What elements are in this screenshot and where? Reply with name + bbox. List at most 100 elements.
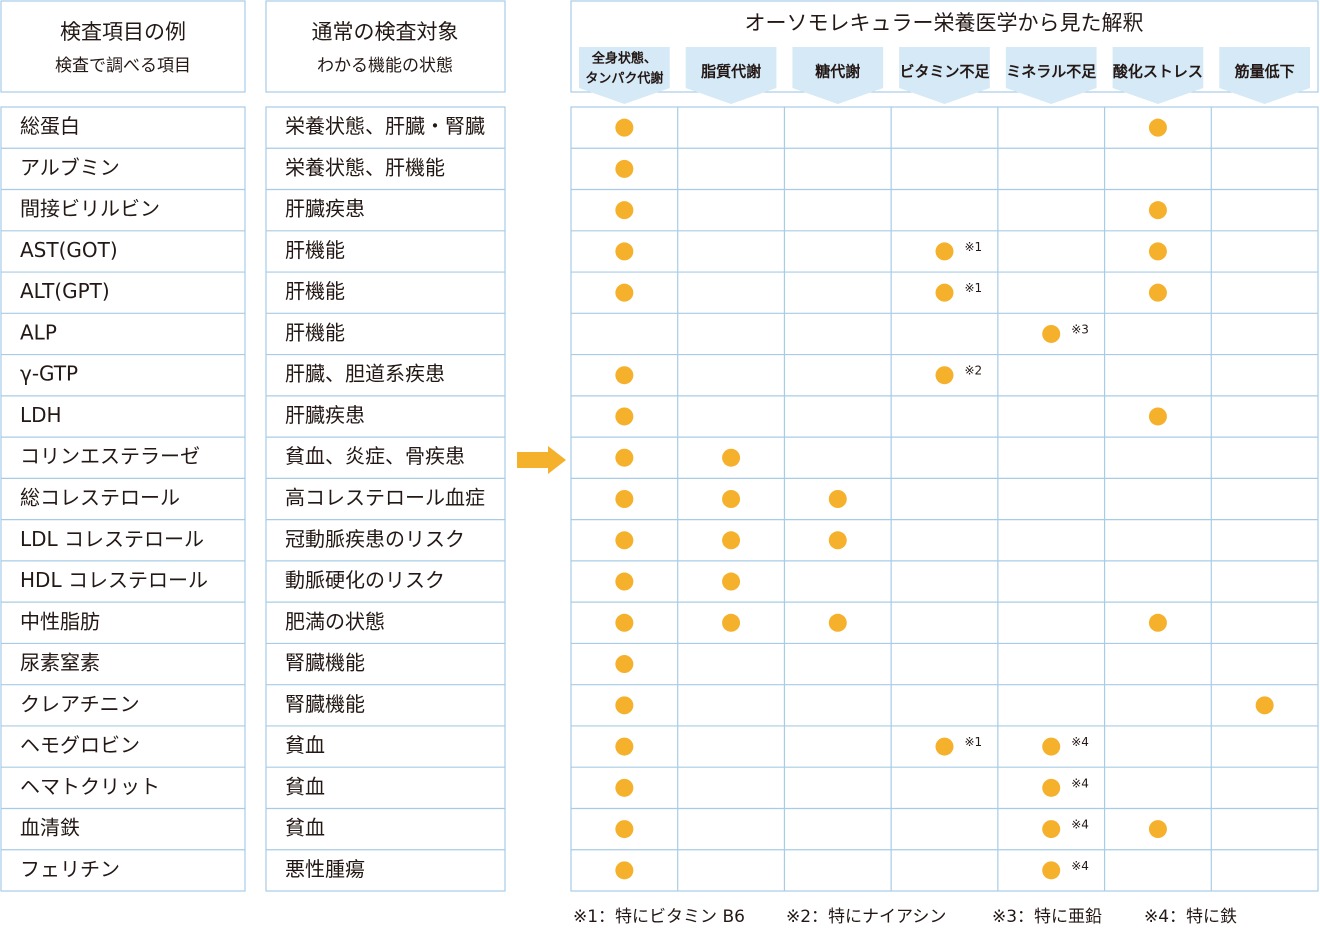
dot: [615, 366, 634, 385]
dot: [615, 778, 634, 797]
header-title: 通常の検査対象: [312, 20, 459, 44]
column-arrow: [899, 47, 990, 104]
item-name: AST(GOT): [20, 238, 118, 262]
item-name: 総コレステロール: [20, 486, 180, 510]
item-name: ALP: [20, 320, 57, 344]
footnote: ※4：特に鉄: [1144, 907, 1237, 927]
item-target: 動脈硬化のリスク: [285, 568, 445, 592]
item-target: 腎臓機能: [285, 651, 365, 675]
dot: [722, 613, 741, 632]
dot: [722, 448, 741, 467]
item-target: 悪性腫瘍: [285, 857, 365, 881]
dot: [615, 531, 634, 550]
dot: [1148, 118, 1167, 137]
header-title: オーソモレキュラー栄養医学から見た解釈: [745, 11, 1144, 35]
column-label: 糖代謝: [815, 63, 860, 81]
dot-note: ※4: [1071, 859, 1089, 873]
dot: [1148, 201, 1167, 220]
column-arrow: [792, 47, 884, 104]
column-label: 筋量低下: [1234, 63, 1295, 81]
footnote: ※2：特にナイアシン: [786, 907, 946, 927]
item-target: 肝臓、胆道系疾患: [285, 362, 445, 386]
item-name: LDH: [20, 403, 62, 427]
item-target: 貧血: [285, 774, 325, 798]
dot: [615, 861, 634, 880]
column-label: ビタミン不足: [899, 63, 990, 81]
dot: [1148, 613, 1167, 632]
dot: [615, 407, 634, 426]
table-box: [570, 106, 1319, 892]
dot: [1042, 820, 1061, 839]
dot-note: ※4: [1071, 818, 1089, 832]
dot: [828, 531, 847, 550]
dot: [615, 118, 634, 137]
item-name: フェリチン: [20, 857, 120, 881]
dot: [615, 696, 634, 715]
dot: [828, 490, 847, 508]
item-target: 冠動脈疾患のリスク: [285, 527, 465, 551]
item-name: 尿素窒素: [20, 651, 100, 675]
item-target: 肝臓疾患: [285, 403, 365, 427]
item-name: LDL コレステロール: [20, 527, 204, 551]
dot: [828, 613, 847, 632]
header-title: 検査項目の例: [60, 20, 186, 44]
item-name: ヘマトクリット: [20, 774, 160, 798]
column-arrow: [1219, 47, 1310, 104]
dot: [615, 613, 634, 632]
item-name: 血清鉄: [20, 816, 80, 840]
column-label: 酸化ストレス: [1113, 63, 1203, 81]
dot: [722, 490, 741, 508]
dot: [615, 242, 634, 261]
dot: [615, 490, 634, 508]
dot: [615, 572, 634, 591]
item-name: 総蛋白: [20, 114, 80, 138]
dot: [935, 366, 954, 385]
item-name: アルブミン: [20, 155, 120, 179]
item-target: 腎臓機能: [285, 692, 365, 716]
item-name: HDL コレステロール: [20, 568, 208, 592]
column-arrow: [685, 47, 777, 104]
item-target: 肝機能: [285, 320, 345, 344]
dot: [615, 820, 634, 839]
dot: [1255, 696, 1274, 715]
dot-note: ※1: [965, 281, 983, 295]
item-target: 肥満の状態: [285, 609, 385, 633]
dot: [615, 737, 634, 756]
dot-note: ※2: [965, 364, 983, 378]
header-subtitle: わかる機能の状態: [317, 56, 453, 76]
table-box: [265, 106, 506, 892]
footnote: ※3：特に亜鉛: [992, 907, 1102, 927]
item-name: コリンエステラーゼ: [20, 444, 200, 468]
item-target: 貧血: [285, 733, 325, 757]
dot: [615, 201, 634, 220]
dot: [935, 283, 954, 302]
item-target: 貧血、炎症、骨疾患: [285, 444, 465, 468]
header-box: [0, 0, 246, 93]
dot-note: ※4: [1071, 735, 1089, 749]
item-target: 肝機能: [285, 238, 345, 262]
arrow: [517, 446, 566, 474]
dot: [1148, 283, 1167, 302]
item-name: ヘモグロビン: [20, 733, 140, 757]
dot: [1042, 778, 1061, 797]
dot-note: ※1: [965, 240, 983, 254]
dot: [1148, 820, 1167, 839]
dot-note: ※3: [1071, 322, 1089, 336]
dot: [1042, 324, 1061, 343]
item-name: クレアチニン: [20, 692, 140, 716]
column-label: タンパク代謝: [585, 71, 663, 87]
column-arrow: [579, 47, 670, 104]
item-target: 貧血: [285, 816, 325, 840]
item-target: 肝機能: [285, 279, 345, 303]
dot-note: ※4: [1071, 776, 1089, 790]
column-label: 脂質代謝: [701, 63, 761, 81]
item-name: γ-GTP: [20, 362, 78, 386]
item-target: 栄養状態、肝機能: [285, 155, 445, 179]
item-name: 中性脂肪: [20, 609, 100, 633]
item-name: ALT(GPT): [20, 279, 110, 303]
column-arrow: [1112, 47, 1204, 104]
dot: [722, 531, 741, 550]
column-arrow: [1005, 47, 1097, 104]
dot: [615, 283, 634, 302]
